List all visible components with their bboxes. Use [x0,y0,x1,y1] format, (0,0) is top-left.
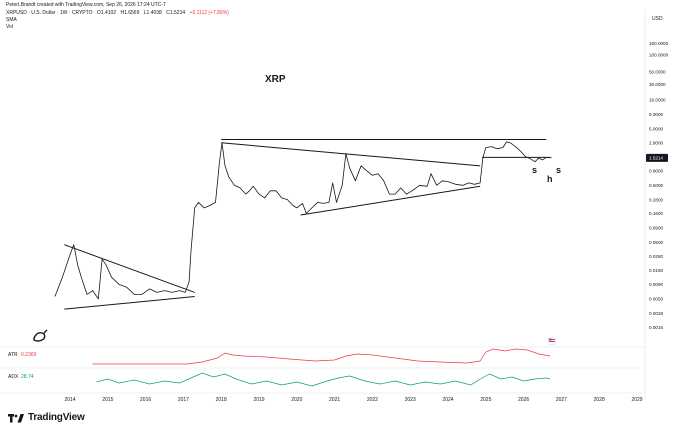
tradingview-logo[interactable]: TradingView [8,412,85,423]
last-price-label: 1.5214 [649,156,663,161]
x-tick-label: 2023 [405,397,416,403]
credit-line: PeterLBrandt created with TradingView.co… [6,2,166,8]
y-tick-label: 0.0016 [649,325,663,330]
us-flag-stripe [549,339,555,340]
vol-indicator-label[interactable]: Vol [6,24,13,30]
y-tick-label: 2.8000 [649,141,663,146]
xrp-price-line[interactable] [54,141,552,300]
y-tick-label: 0.9000 [649,169,663,174]
trendline-2[interactable] [64,296,195,310]
ohlc-close: C1.5214 [166,10,186,16]
x-tick-label: 2021 [329,397,340,403]
annotation-shoulder-left: s [532,165,537,175]
x-tick-label: 2029 [631,397,642,403]
x-tick-label: 2022 [367,397,378,403]
y-tick-label: 0.0280 [649,254,663,259]
x-tick-label: 2027 [556,397,567,403]
x-tick-label: 2014 [64,397,75,403]
x-tick-label: 2025 [480,397,491,403]
x-tick-label: 2018 [216,397,227,403]
symbol-row: XRPUSD · U.S. Dollar · 1W · CRYPTO O1.41… [6,10,229,16]
ohlc-high: H1.6569 [120,10,140,16]
adx-label: ADX [8,374,19,380]
annotation-head: h [547,174,553,184]
adx-line[interactable] [96,372,551,387]
y-tick-label: 0.0090 [649,282,663,287]
tradingview-brand: TradingView [28,412,85,423]
y-tick-label: 50.0000 [649,69,666,74]
sma-indicator-label[interactable]: SMA [6,17,17,23]
symbol-label[interactable]: XRPUSD · U.S. Dollar · 1W · CRYPTO [6,10,93,16]
y-tick-label: 0.0050 [649,297,663,302]
y-tick-label: 5.0000 [649,126,663,131]
y-tick-label: 9.0000 [649,112,663,117]
us-flag-canton [549,338,552,341]
x-tick-label: 2026 [518,397,529,403]
atr-label: ATR [8,352,18,358]
y-tick-label: 30.0000 [649,82,666,87]
y-tick-label: 0.2800 [649,197,663,202]
atr-value: 0.2369 [21,352,37,358]
x-tick-label: 2019 [253,397,264,403]
last-price-badge [646,153,668,162]
x-tick-label: 2015 [102,397,113,403]
y-tick-label: 0.0160 [649,268,663,273]
trendline-1[interactable] [64,244,195,293]
adx-value: 28.74 [21,374,34,380]
us-flag-stripe [549,341,555,342]
y-tick-label: 160.0000 [649,41,669,46]
y-tick-label: 0.5000 [649,183,663,188]
atr-line[interactable] [92,348,551,365]
trendline-3[interactable] [221,142,481,167]
x-tick-label: 2017 [178,397,189,403]
x-tick-label: 2020 [291,397,302,403]
x-tick-label: 2016 [140,397,151,403]
price-change: +0.1112 (+7.89%) [189,10,229,16]
y-tick-label: 0.1600 [649,211,663,216]
tradingview-mark-icon [8,413,24,422]
y-tick-label: 16.0000 [649,98,666,103]
dino-icon [33,329,48,342]
ohlc-open: O1.4102 [96,10,117,16]
chart-title: XRP [265,74,286,85]
x-tick-label: 2028 [594,397,605,403]
annotation-shoulder-right: s [556,165,561,175]
y-tick-label: 0.0900 [649,225,663,230]
y-tick-label: 0.0028 [649,311,663,316]
x-tick-label: 2024 [442,397,453,403]
trendline-4[interactable] [300,185,481,216]
y-tick-label: 100.0000 [649,52,669,57]
ohlc-low: L1.4038 [143,10,162,16]
y-tick-label: 0.0500 [649,240,663,245]
currency-label: USD [652,16,663,22]
